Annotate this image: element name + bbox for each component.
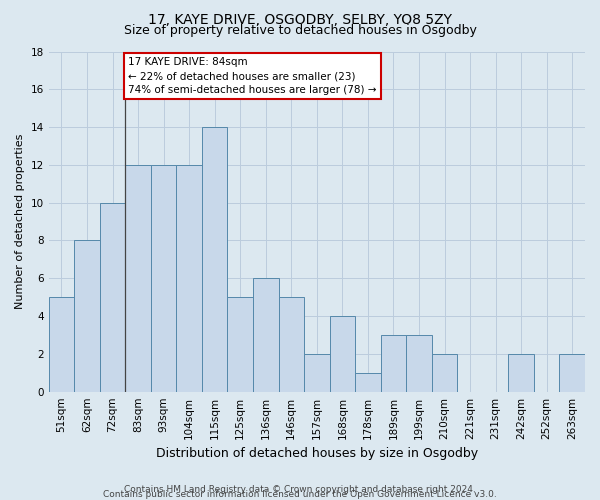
Bar: [100, 202, 125, 392]
Text: Size of property relative to detached houses in Osgodby: Size of property relative to detached ho…: [124, 24, 476, 37]
Bar: [406, 335, 432, 392]
Bar: [49, 297, 74, 392]
X-axis label: Distribution of detached houses by size in Osgodby: Distribution of detached houses by size …: [156, 447, 478, 460]
Bar: [278, 297, 304, 392]
Bar: [151, 165, 176, 392]
Text: 17 KAYE DRIVE: 84sqm
← 22% of detached houses are smaller (23)
74% of semi-detac: 17 KAYE DRIVE: 84sqm ← 22% of detached h…: [128, 57, 376, 95]
Bar: [355, 373, 380, 392]
Bar: [559, 354, 585, 392]
Bar: [304, 354, 329, 392]
Text: Contains HM Land Registry data © Crown copyright and database right 2024.: Contains HM Land Registry data © Crown c…: [124, 485, 476, 494]
Bar: [74, 240, 100, 392]
Bar: [380, 335, 406, 392]
Bar: [253, 278, 278, 392]
Bar: [125, 165, 151, 392]
Bar: [227, 297, 253, 392]
Bar: [432, 354, 457, 392]
Bar: [202, 127, 227, 392]
Bar: [176, 165, 202, 392]
Bar: [508, 354, 534, 392]
Text: Contains public sector information licensed under the Open Government Licence v3: Contains public sector information licen…: [103, 490, 497, 499]
Text: 17, KAYE DRIVE, OSGODBY, SELBY, YO8 5ZY: 17, KAYE DRIVE, OSGODBY, SELBY, YO8 5ZY: [148, 12, 452, 26]
Bar: [329, 316, 355, 392]
Y-axis label: Number of detached properties: Number of detached properties: [15, 134, 25, 310]
